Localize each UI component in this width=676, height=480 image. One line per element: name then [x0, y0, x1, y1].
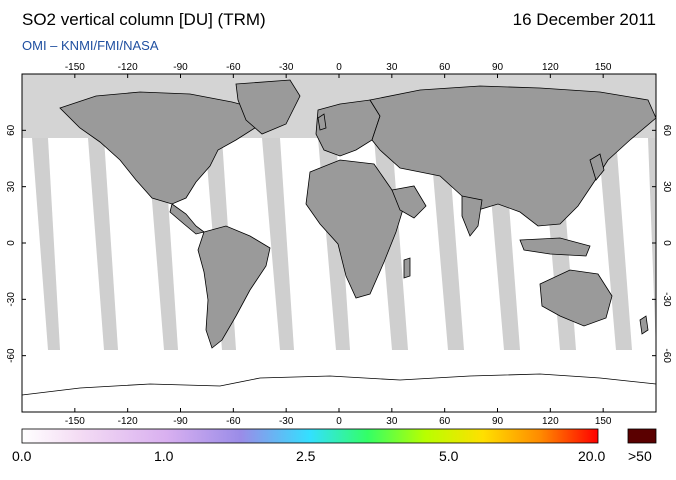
new-zealand	[639, 315, 649, 335]
australia	[539, 269, 613, 327]
axis-tick-label: 0	[336, 416, 342, 427]
axis-tick-label: 0	[336, 62, 342, 73]
arabia	[391, 185, 427, 219]
colorbar-overflow-swatch	[627, 428, 657, 444]
data-credit: OMI – KNMI/FMI/NASA	[22, 38, 159, 53]
axis-tick-label: -60	[226, 62, 241, 73]
asia	[369, 85, 656, 227]
colorbar-overflow-label: >50	[628, 448, 652, 464]
axis-tick-label: 0	[6, 240, 17, 246]
colorbar-label: 2.5	[296, 448, 316, 464]
axis-tick-label: 60	[661, 125, 672, 137]
orbit-stripe	[88, 138, 118, 350]
antarctica	[22, 373, 656, 412]
axis-tick-label: 90	[492, 62, 504, 73]
axis-tick-label: -150	[65, 62, 85, 73]
axis-tick-label: 120	[542, 62, 559, 73]
colorbar-label: 5.0	[439, 448, 459, 464]
orbit-stripe	[32, 138, 60, 350]
south-america	[197, 225, 271, 349]
axis-tick-label: -30	[661, 292, 672, 307]
axis-tick-label: -30	[279, 62, 294, 73]
map-panel	[22, 74, 656, 412]
japan	[589, 153, 605, 181]
axis-tick-label: 60	[439, 62, 451, 73]
africa	[305, 159, 405, 299]
axis-tick-label: 60	[439, 416, 451, 427]
indonesia	[519, 237, 591, 257]
axis-tick-label: -30	[279, 416, 294, 427]
madagascar	[403, 257, 411, 279]
colorbar-label: 0.0	[12, 448, 32, 464]
europe	[315, 99, 381, 157]
axis-tick-label: -120	[118, 416, 138, 427]
axis-tick-label: -60	[661, 348, 672, 363]
axis-tick-label: -150	[65, 416, 85, 427]
axis-tick-label: 0	[661, 240, 672, 246]
axis-tick-label: 150	[595, 416, 612, 427]
india	[461, 195, 483, 237]
left-latitude-labels: 60 30 0 -30 -60	[6, 124, 26, 363]
axis-tick-label: -30	[6, 292, 17, 307]
colorbar-label: 20.0	[578, 448, 606, 464]
axis-tick-label: -60	[6, 348, 17, 363]
greenland	[235, 79, 301, 135]
land-masses	[59, 79, 656, 349]
axis-tick-label: -60	[226, 416, 241, 427]
north-america	[59, 91, 263, 205]
orbit-stripe	[598, 138, 632, 350]
axis-tick-label: -90	[173, 416, 188, 427]
axis-tick-label: 30	[386, 416, 398, 427]
colorbar	[21, 428, 599, 444]
axis-tick-label: 150	[595, 62, 612, 73]
axis-tick-label: -120	[118, 62, 138, 73]
axis-tick-label: 90	[492, 416, 504, 427]
map-title: SO2 vertical column [DU] (TRM)	[22, 10, 266, 29]
orbit-stripe	[648, 138, 656, 350]
axis-tick-label: 120	[542, 416, 559, 427]
right-latitude-labels: 60 30 0 -30 -60	[652, 125, 672, 363]
top-longitude-labels: -150 -120 -90 -60 -30 0 30 60 90 120 150	[65, 62, 612, 78]
orbit-stripe	[430, 138, 464, 350]
axis-tick-label: 30	[386, 62, 398, 73]
colorbar-label: 1.0	[154, 448, 174, 464]
axis-tick-label: 30	[661, 181, 672, 193]
central-america	[169, 203, 205, 235]
orbit-stripe	[262, 138, 294, 350]
axis-tick-label: -90	[173, 62, 188, 73]
bottom-longitude-labels: -150 -120 -90 -60 -30 0 30 60 90 120 150	[65, 408, 612, 427]
axis-tick-label: 60	[6, 124, 17, 136]
map-date: 16 December 2011	[512, 10, 656, 29]
axis-tick-label: 30	[6, 181, 17, 193]
uk	[317, 113, 327, 131]
